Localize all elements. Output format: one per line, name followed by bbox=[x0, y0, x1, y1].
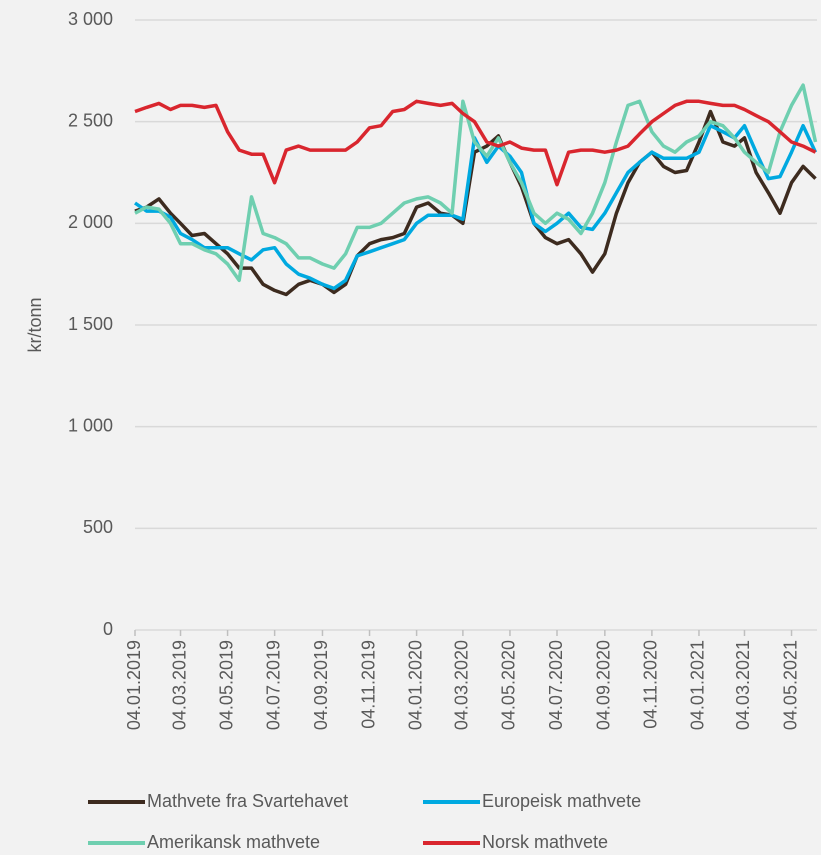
y-tick-label: 1 000 bbox=[68, 415, 113, 435]
x-tick-label: 04.03.2020 bbox=[452, 640, 472, 730]
series-line bbox=[134, 99, 817, 187]
legend-label: Mathvete fra Svartehavet bbox=[147, 791, 348, 811]
y-tick-label: 1 500 bbox=[68, 314, 113, 334]
legend-label: Europeisk mathvete bbox=[482, 791, 641, 811]
x-tick-label: 04.07.2019 bbox=[263, 640, 283, 730]
y-tick-label: 3 000 bbox=[68, 9, 113, 29]
x-tick-label: 04.01.2020 bbox=[405, 640, 425, 730]
y-tick-label: 2 500 bbox=[68, 110, 113, 130]
x-tick-label: 04.05.2019 bbox=[216, 640, 236, 730]
x-tick-label: 04.09.2019 bbox=[311, 640, 331, 730]
x-tick-label: 04.05.2020 bbox=[499, 640, 519, 730]
y-tick-label: 0 bbox=[103, 619, 113, 639]
x-tick-label: 04.11.2020 bbox=[641, 640, 661, 729]
x-tick-label: 04.07.2020 bbox=[546, 640, 566, 730]
y-tick-label: 2 000 bbox=[68, 212, 113, 232]
x-tick-label: 04.03.2019 bbox=[169, 640, 189, 730]
x-tick-label: 04.11.2019 bbox=[358, 640, 378, 729]
x-tick-label: 04.09.2020 bbox=[594, 640, 614, 730]
series-line bbox=[134, 83, 818, 283]
y-tick-label: 500 bbox=[83, 517, 113, 537]
x-tick-label: 04.03.2021 bbox=[733, 640, 753, 730]
legend-label: Norsk mathvete bbox=[482, 832, 608, 852]
y-axis-label: kr/tonn bbox=[25, 297, 45, 352]
x-tick-label: 04.05.2021 bbox=[780, 640, 800, 730]
legend-label: Amerikansk mathvete bbox=[147, 832, 320, 852]
x-tick-label: 04.01.2021 bbox=[688, 640, 708, 730]
x-tick-label: 04.01.2019 bbox=[124, 640, 144, 730]
